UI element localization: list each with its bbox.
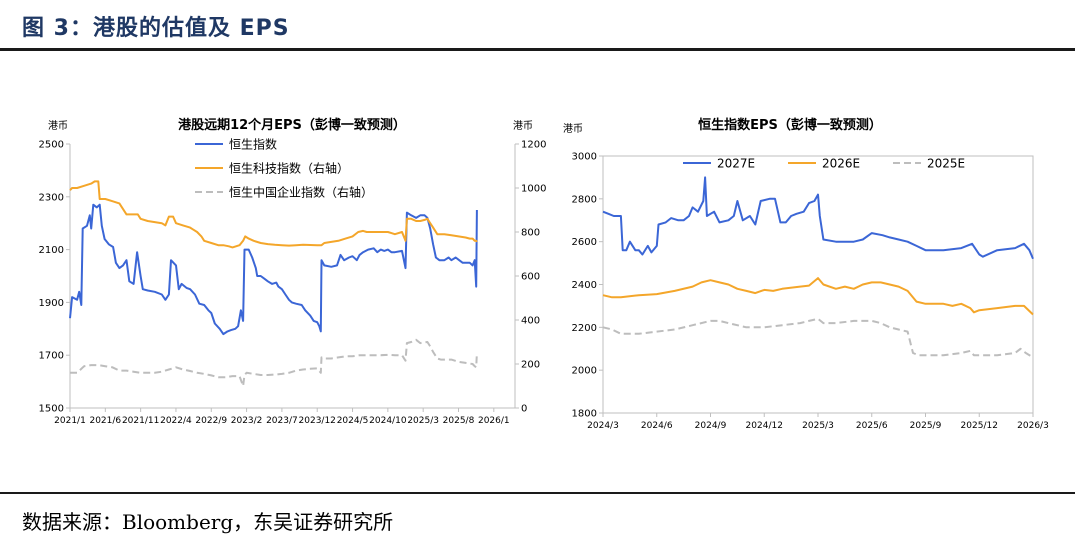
- hk-eps-series-line-2: [69, 180, 478, 249]
- hk-eps-y2tick-label: 1000: [521, 184, 546, 195]
- hk-eps-series-line-3: [70, 338, 478, 387]
- hsi-eps-series-line-2: [602, 277, 1034, 316]
- hsi-eps-legend-label-1: 2027E: [717, 157, 755, 171]
- hk-eps-legend-label-2: 恒生科技指数（右轴）: [229, 161, 349, 176]
- hk-eps-ytick-label: 2100: [39, 245, 64, 256]
- hsi-eps-ytick-label: 2400: [572, 280, 597, 291]
- top-divider: [0, 48, 1075, 51]
- hk-eps-xtick-label: 2026/1: [478, 416, 510, 426]
- hk-eps-legend-label-3: 恒生中国企业指数（右轴）: [229, 185, 373, 200]
- hk-eps-ytick-label: 1500: [39, 404, 64, 415]
- hsi-eps-legend-label-3: 2025E: [927, 157, 965, 171]
- hk-eps-y2label: 港币: [513, 120, 533, 132]
- hsi-eps-legend-label-2: 2026E: [822, 157, 860, 171]
- hk-eps-xtick-label: 2021/11: [122, 416, 159, 426]
- hk-eps-xtick-label: 2021/6: [89, 416, 121, 426]
- hk-eps-y2tick-label: 800: [521, 228, 540, 239]
- chart-hsi-eps-svg: 恒生指数EPS（彭博一致预测） 港币 1800 2000 2200 2400 2600 280…: [563, 117, 1049, 431]
- hsi-eps-series-line-1: [602, 176, 1034, 260]
- hk-eps-xtick-label: 2022/9: [195, 416, 227, 426]
- hsi-eps-ytick-label: 2200: [572, 323, 597, 334]
- hk-eps-title: 港股远期12个月EPS（彭博一致预测）: [178, 117, 406, 133]
- hk-eps-xtick-label: 2021/1: [54, 416, 86, 426]
- hk-eps-xtick-label: 2022/4: [160, 416, 192, 426]
- hk-eps-ytick-label: 1900: [39, 298, 64, 309]
- bottom-divider: [0, 492, 1075, 494]
- hsi-eps-xtick-label: 2025/9: [910, 421, 942, 431]
- hsi-eps-xtick-label: 2024/6: [641, 421, 673, 431]
- figure-title: 图 3：港股的估值及 EPS: [22, 16, 290, 41]
- hsi-eps-ytick-label: 2000: [572, 366, 597, 377]
- hsi-eps-ytick-label: 1800: [572, 409, 597, 420]
- hk-eps-xtick-label: 2025/8: [443, 416, 475, 426]
- hsi-eps-xtick-label: 2025/12: [961, 421, 998, 431]
- hk-eps-xtick-label: 2023/2: [231, 416, 263, 426]
- hk-eps-xtick-label: 2023/7: [266, 416, 298, 426]
- chart-hk-forward-eps-svg: 港股远期12个月EPS（彭博一致预测） 港币 港币 1500 1700 1900 2100 2…: [39, 117, 547, 426]
- hk-eps-xtick-label: 2024/5: [337, 416, 369, 426]
- hk-eps-y2tick-label: 200: [521, 360, 540, 371]
- hk-eps-ytick-label: 1700: [39, 351, 64, 362]
- hk-eps-xtick-label: 2025/3: [407, 416, 439, 426]
- hk-eps-xtick-label: 2023/12: [299, 416, 336, 426]
- hk-eps-series-line-1: [69, 203, 478, 336]
- hk-eps-legend-label-1: 恒生指数: [229, 137, 277, 152]
- chart-hsi-eps: 恒生指数EPS（彭博一致预测） 港币 1800 2000 2200 2400 2600 280…: [555, 108, 1060, 440]
- hsi-eps-title: 恒生指数EPS（彭博一致预测）: [698, 117, 882, 133]
- hk-eps-ytick-label: 2500: [39, 140, 64, 151]
- hk-eps-ylabel: 港币: [48, 120, 68, 132]
- hsi-eps-xtick-label: 2024/3: [587, 421, 619, 431]
- source-note: 数据来源：Bloomberg，东吴证券研究所: [22, 510, 394, 534]
- hsi-eps-xtick-label: 2026/3: [1017, 421, 1049, 431]
- hk-eps-y2tick-label: 1200: [521, 140, 546, 151]
- hsi-eps-xtick-label: 2025/6: [856, 421, 888, 431]
- hsi-eps-ytick-label: 3000: [572, 152, 597, 163]
- hsi-eps-ylabel: 港币: [563, 123, 583, 135]
- hsi-eps-xtick-label: 2025/3: [802, 421, 834, 431]
- hsi-eps-ytick-label: 2800: [572, 194, 597, 205]
- hsi-eps-ytick-label: 2600: [572, 237, 597, 248]
- hk-eps-y2tick-label: 600: [521, 272, 540, 283]
- hk-eps-y2tick-label: 400: [521, 316, 540, 327]
- hk-eps-xtick-label: 2024/10: [369, 416, 407, 426]
- hk-eps-y2tick-label: 0: [521, 404, 527, 415]
- hsi-eps-xtick-label: 2024/9: [695, 421, 727, 431]
- hk-eps-ytick-label: 2300: [39, 192, 64, 203]
- hsi-eps-xtick-label: 2024/12: [746, 421, 783, 431]
- hsi-eps-series-line-3: [602, 317, 1034, 359]
- chart-hk-forward-eps: 港股远期12个月EPS（彭博一致预测） 港币 港币 1500 1700 1900 2100 2…: [0, 108, 560, 440]
